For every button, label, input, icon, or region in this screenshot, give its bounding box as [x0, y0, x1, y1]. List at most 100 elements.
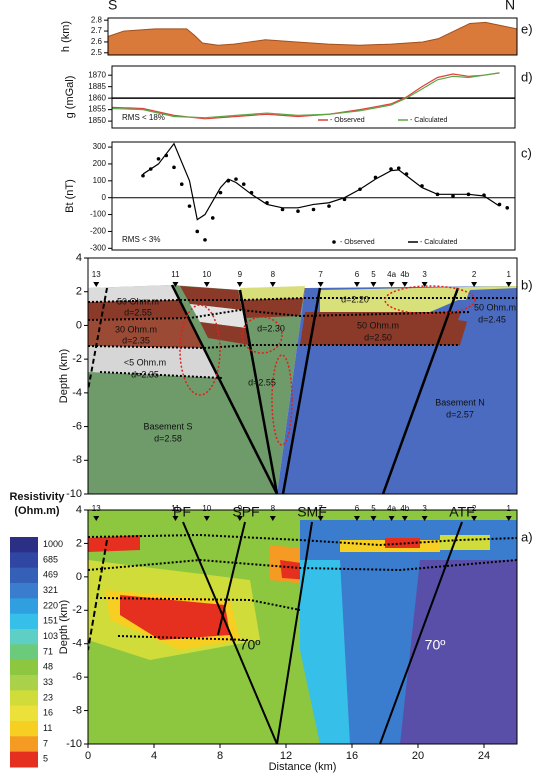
layer-label: Basement N	[435, 397, 485, 407]
layer-label: Basement S	[143, 421, 192, 431]
y-axis-label: Bt (nT)	[64, 179, 76, 213]
station-label: 5	[371, 504, 376, 513]
station	[172, 516, 179, 521]
frame	[111, 65, 516, 129]
station-label: 6	[355, 504, 360, 513]
x-axis-label: Distance (km)	[269, 761, 337, 773]
layer-label: d=2.55	[248, 377, 276, 387]
legend-label: - Calculated	[420, 239, 457, 246]
end-label: N	[505, 0, 515, 13]
station	[471, 282, 478, 287]
annotation: RMS < 18%	[122, 113, 165, 122]
colorbar-swatch	[10, 721, 38, 737]
colorbar-swatch	[10, 552, 38, 569]
station	[421, 516, 428, 521]
x-tick-label: 24	[478, 750, 490, 762]
layer-label: d=2.45	[478, 314, 506, 324]
y-tick-label: -10	[66, 488, 82, 500]
station-label: 3	[422, 504, 427, 513]
angle-label: 70º	[240, 637, 261, 653]
station	[236, 282, 243, 287]
legend-label: - Observed	[340, 239, 375, 246]
station	[353, 516, 360, 521]
line	[111, 72, 500, 119]
point	[218, 190, 223, 195]
x-tick-label: 20	[412, 750, 424, 762]
station	[269, 516, 276, 521]
station-label: 6	[355, 270, 360, 279]
geology-section	[88, 258, 517, 494]
colorbar-label: 1000	[43, 539, 63, 549]
colorbar-swatch	[10, 705, 38, 722]
colorbar-label: 48	[43, 662, 53, 672]
y-tick-label: 2	[76, 286, 82, 298]
y-tick-label: 1885	[88, 82, 106, 91]
station-label: 4b	[400, 504, 409, 513]
point	[172, 165, 176, 170]
station	[93, 516, 100, 521]
y-tick-label: -4	[72, 387, 82, 399]
y-tick-label: 200	[93, 159, 107, 168]
y-tick-label: 1855	[88, 105, 106, 114]
layer-label: d=2.57	[446, 409, 474, 419]
colorbar-label: 469	[43, 570, 58, 580]
x-tick-label: 12	[280, 750, 292, 762]
plot-area	[112, 142, 515, 242]
station-label: 13	[92, 270, 101, 279]
station	[353, 282, 360, 287]
colorbar-swatch	[10, 567, 38, 584]
layer-label: d=2.50	[364, 332, 392, 342]
station	[203, 282, 210, 287]
y-tick-label: -300	[90, 243, 107, 252]
station	[388, 516, 395, 521]
colorbar-label: 321	[43, 585, 58, 595]
frame	[111, 141, 516, 251]
colorbar-label: 685	[43, 554, 58, 564]
station-label: 4a	[387, 270, 396, 279]
y-tick-label: 4	[76, 504, 82, 516]
station-label: 4a	[387, 504, 396, 513]
station	[317, 282, 324, 287]
colorbar-label: 5	[43, 754, 48, 764]
legend-symbol	[332, 240, 336, 244]
station-label: 8	[271, 270, 276, 279]
station-label: 1	[507, 504, 512, 513]
resistivity-section	[88, 510, 517, 744]
x-tick-label: 4	[151, 750, 157, 762]
station-label: 2	[472, 504, 477, 513]
layer-label: d=2.58	[154, 433, 182, 443]
y-tick-label: 2.5	[91, 48, 103, 57]
colorbar-swatch	[10, 629, 38, 645]
colorbar-swatch	[10, 537, 38, 553]
y-tick-label: -2	[72, 353, 82, 365]
station	[203, 516, 210, 521]
point	[451, 194, 455, 198]
angle-label: 70º	[425, 637, 446, 653]
layer-label: 50 Ohm.m	[357, 320, 399, 330]
y-tick-label: 1850	[88, 116, 106, 125]
colorbar-swatch	[10, 690, 38, 707]
y-tick-label: 1860	[88, 93, 106, 102]
station-label: 8	[271, 504, 276, 513]
point	[179, 182, 184, 186]
colorbar-label: 220	[43, 600, 58, 610]
x-tick-label: 0	[85, 750, 91, 762]
colorbar-label: 7	[43, 738, 48, 748]
colorbar-swatch	[10, 598, 38, 615]
station	[172, 282, 179, 287]
colorbar-label: 33	[43, 677, 53, 687]
station	[269, 282, 276, 287]
line	[111, 72, 500, 120]
y-tick-label: -10	[66, 738, 82, 750]
station-label: 4b	[400, 270, 409, 279]
layer-label: 30 Ohm.m	[115, 324, 157, 334]
station	[236, 516, 243, 521]
area	[107, 21, 518, 56]
colorbar-swatch	[10, 736, 38, 753]
layer-label: d=2.35	[131, 369, 159, 379]
y-tick-label: -4	[72, 638, 82, 650]
y-tick-label: 2.7	[91, 26, 103, 35]
point	[195, 229, 200, 234]
